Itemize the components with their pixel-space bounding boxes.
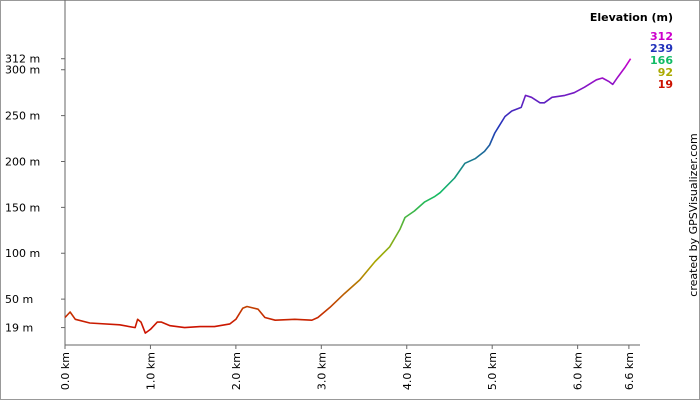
y-tick-label: 50 m [5, 293, 33, 306]
legend-value: 19 [658, 78, 673, 91]
elevation-line [64, 58, 632, 334]
y-tick-label: 312 m [5, 53, 40, 66]
x-tick-label: 3.0 km [315, 352, 328, 390]
legend-title: Elevation (m) [590, 11, 673, 24]
x-tick-label: 6.0 km [572, 352, 585, 390]
x-tick-label: 0.0 km [59, 352, 72, 390]
x-tick-label: 1.0 km [144, 352, 157, 390]
x-tick-label: 4.0 km [401, 352, 414, 390]
y-tick-label: 200 m [5, 155, 40, 168]
y-tick-label: 300 m [5, 64, 40, 77]
y-tick-label: 19 m [5, 322, 33, 335]
x-tick-label: 2.0 km [230, 352, 243, 390]
x-tick-label: 6.6 km [623, 352, 636, 390]
y-tick-label: 250 m [5, 110, 40, 123]
x-tick-label: 5.0 km [486, 352, 499, 390]
y-tick-label: 100 m [5, 247, 40, 260]
legend-value: 239 [650, 42, 673, 55]
credit: created by GPSVisualizer.com [687, 133, 700, 296]
legend-value: 312 [650, 30, 673, 43]
legend-value: 166 [650, 54, 673, 67]
y-tick-label: 150 m [5, 201, 40, 214]
legend-value: 92 [658, 66, 673, 79]
